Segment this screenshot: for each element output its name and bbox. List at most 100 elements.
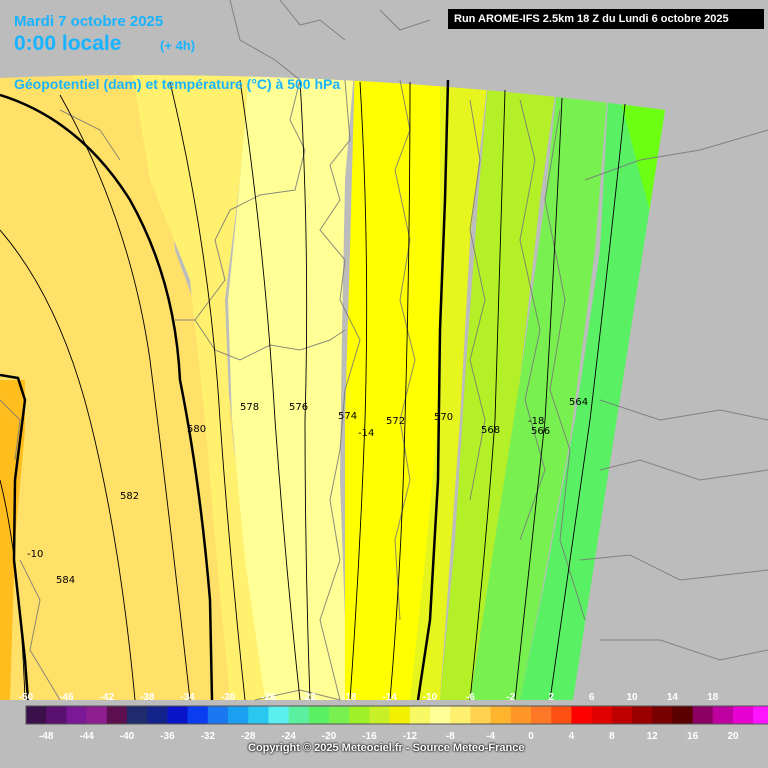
legend-bottom-label: -4 — [486, 731, 495, 742]
legend-top-label: -46 — [59, 692, 74, 703]
contour-label: 568 — [481, 425, 500, 436]
legend-swatch — [450, 706, 471, 724]
legend-bottom-label: -8 — [446, 731, 455, 742]
legend-bottom-label: 8 — [609, 731, 615, 742]
legend-swatch — [127, 706, 148, 724]
copyright-text: Copyright © 2025 Meteociel.fr - Source M… — [248, 742, 525, 754]
legend-top-label: -14 — [382, 692, 397, 703]
legend-swatch — [268, 706, 289, 724]
contour-labels: 584 582 580 578 576 574 572 570 568 566 … — [27, 397, 588, 586]
legend-swatch — [187, 706, 209, 724]
legend-swatch — [510, 706, 532, 724]
geopotential-line — [0, 479, 26, 701]
legend-top-label: -34 — [180, 692, 195, 703]
legend-top-label: -2 — [506, 692, 515, 703]
legend-bottom-label: -40 — [120, 731, 135, 742]
contour-label: -18 — [528, 416, 544, 427]
contour-label: 566 — [531, 426, 550, 437]
legend-bottom-label: -32 — [201, 731, 216, 742]
contour-label: -10 — [27, 549, 43, 560]
temperature-field — [0, 75, 665, 700]
contour-label: 580 — [187, 424, 206, 435]
legend-swatch — [106, 706, 128, 724]
legend-swatch — [349, 706, 370, 724]
legend-bottom-label: 20 — [727, 731, 739, 742]
legend-top-label: -6 — [466, 692, 475, 703]
legend-bottom-label: -16 — [362, 731, 377, 742]
legend-swatch — [228, 706, 249, 724]
legend-swatch — [571, 706, 592, 724]
legend-top-label: -30 — [221, 692, 236, 703]
legend-top-label: -26 — [261, 692, 276, 703]
geopotential-line — [514, 97, 563, 701]
contour-label: 584 — [56, 575, 75, 586]
legend-bottom-label: 4 — [569, 731, 575, 742]
contour-label: -14 — [358, 428, 374, 439]
legend-swatch — [46, 706, 67, 724]
isotherm-thick-line — [0, 373, 30, 701]
legend-swatch — [470, 706, 491, 724]
legend-top-label: 14 — [667, 692, 679, 703]
legend-bottom-label: 12 — [647, 731, 659, 742]
legend-swatch — [288, 706, 310, 724]
geopotential-lines — [0, 79, 626, 701]
country-borders — [0, 0, 768, 701]
legend-swatch — [409, 706, 431, 724]
legend-swatch — [26, 706, 47, 724]
legend-swatch — [207, 706, 229, 724]
legend-top-label: 2 — [548, 692, 554, 703]
legend-bottom-label: -20 — [322, 731, 337, 742]
legend-top-label: -42 — [100, 692, 115, 703]
legend-swatch — [672, 706, 693, 724]
geopotential-line — [169, 81, 246, 701]
legend-bottom-label: -28 — [241, 731, 256, 742]
legend-top-label: -50 — [19, 692, 34, 703]
legend-swatch — [86, 706, 108, 724]
geopotential-line — [239, 79, 301, 701]
geopotential-line — [389, 81, 411, 701]
legend-top-label: -18 — [342, 692, 357, 703]
geopotential-line — [0, 229, 136, 701]
legend-bottom-label: -36 — [160, 731, 175, 742]
legend-swatch — [632, 706, 653, 724]
legend-top-label: -22 — [302, 692, 317, 703]
contour-label: 570 — [434, 412, 453, 423]
legend-top-label: 10 — [626, 692, 638, 703]
run-info: Run AROME-IFS 2.5km 18 Z du Lundi 6 octo… — [448, 9, 764, 29]
legend-bottom-label: 0 — [528, 731, 534, 742]
forecast-date: Mardi 7 octobre 2025 — [14, 13, 164, 30]
geopotential-line — [349, 81, 368, 701]
legend-top-label: 18 — [707, 692, 719, 703]
contour-label: 574 — [338, 411, 357, 422]
legend-bottom-label: -12 — [403, 731, 418, 742]
forecast-time: 0:00 locale — [14, 32, 122, 55]
contour-label: 578 — [240, 402, 259, 413]
legend-bottom-label: 16 — [687, 731, 699, 742]
legend-swatch — [430, 706, 451, 724]
geopotential-line — [469, 89, 506, 701]
geopotential-line — [549, 103, 626, 701]
legend-top-label: -38 — [140, 692, 155, 703]
legend-swatch — [591, 706, 613, 724]
legend-swatch — [147, 706, 168, 724]
legend-frame — [25, 705, 768, 725]
legend-swatch — [712, 706, 734, 724]
geopotential-line — [59, 94, 191, 701]
legend-swatch — [733, 706, 754, 724]
legend-swatch — [308, 706, 330, 724]
legend-swatch — [611, 706, 633, 724]
legend-swatch — [329, 706, 350, 724]
isotherm-lines — [0, 79, 450, 701]
parameter-title: Géopotentiel (dam) et température (°C) à… — [14, 76, 341, 92]
legend-top-label: -10 — [423, 692, 438, 703]
forecast-lead: (+ 4h) — [160, 38, 196, 53]
legend-bottom-label: -48 — [39, 731, 54, 742]
legend-swatch — [652, 706, 673, 724]
isotherm-thick-line — [416, 79, 450, 701]
legend-swatch — [369, 706, 390, 724]
legend-bottom-label: -24 — [281, 731, 296, 742]
legend-swatch — [692, 706, 714, 724]
contour-label: 572 — [386, 416, 405, 427]
